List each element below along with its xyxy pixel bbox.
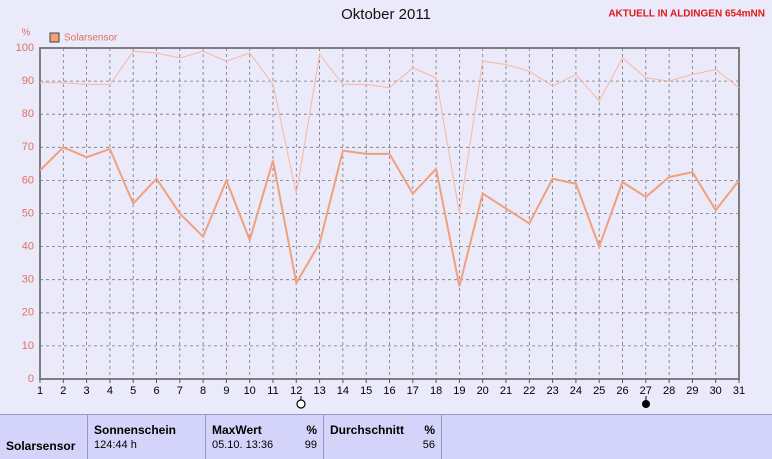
table-cell: Solarsensor — [0, 415, 88, 459]
x-tick-label: 7 — [177, 385, 183, 397]
y-tick-label: 40 — [22, 241, 34, 253]
x-tick-label: 4 — [107, 385, 113, 397]
x-tick-label: 26 — [616, 385, 628, 397]
x-tick-label: 20 — [477, 385, 489, 397]
table-cell: Sonnenschein 124:44 h — [88, 415, 206, 459]
y-tick-label: 70 — [22, 141, 34, 153]
x-tick-label: 3 — [84, 385, 90, 397]
x-tick-label: 27 — [640, 385, 652, 397]
y-axis-label: % — [22, 28, 31, 39]
column-header: % — [424, 423, 435, 437]
x-tick-label: 29 — [686, 385, 698, 397]
x-tick-label: 14 — [337, 385, 349, 397]
x-tick-label: 23 — [546, 385, 558, 397]
x-tick-label: 21 — [500, 385, 512, 397]
y-tick-label: 10 — [22, 340, 34, 352]
table-value: 124:44 h — [94, 439, 137, 451]
chart-title: Oktober 2011 — [341, 6, 431, 23]
x-tick-label: 19 — [453, 385, 465, 397]
x-tick-label: 28 — [663, 385, 675, 397]
x-tick-label: 15 — [360, 385, 372, 397]
legend-swatch — [49, 32, 60, 43]
y-tick-label: 100 — [16, 42, 34, 54]
x-tick-label: 25 — [593, 385, 605, 397]
moon-new — [296, 399, 306, 409]
table-value: 99 — [304, 439, 317, 451]
x-tick-label: 10 — [244, 385, 256, 397]
x-tick-label: 1 — [37, 385, 43, 397]
table-cell: MaxWert % 05.10. 13:36 99 — [206, 415, 324, 459]
y-tick-label: 30 — [22, 274, 34, 286]
legend-label: Solarsensor — [64, 33, 118, 44]
y-tick-label: 50 — [22, 207, 34, 219]
row-label: Solarsensor — [6, 439, 76, 453]
x-tick-label: 5 — [130, 385, 136, 397]
moon-full — [642, 400, 650, 408]
summary-table: Solarsensor Sonnenschein 124:44 h MaxWer… — [0, 414, 772, 459]
column-header: Durchschnitt — [330, 423, 405, 437]
x-tick-label: 2 — [60, 385, 66, 397]
x-tick-label: 24 — [570, 385, 582, 397]
y-tick-label: 20 — [22, 307, 34, 319]
x-tick-label: 9 — [223, 385, 229, 397]
y-tick-label: 90 — [22, 75, 34, 87]
x-tick-label: 30 — [710, 385, 722, 397]
x-tick-label: 11 — [267, 385, 278, 397]
table-cell: Durchschnitt % 56 — [324, 415, 442, 459]
x-tick-label: 17 — [407, 385, 419, 397]
y-tick-label: 60 — [22, 174, 34, 186]
x-tick-label: 16 — [383, 385, 395, 397]
chart-subtitle: AKTUELL IN ALDINGEN 654mNN — [608, 9, 765, 20]
chart: Oktober 2011 AKTUELL IN ALDINGEN 654mNN … — [16, 6, 765, 409]
x-tick-label: 18 — [430, 385, 442, 397]
column-header: Sonnenschein — [94, 423, 177, 437]
x-tick-label: 31 — [733, 385, 745, 397]
y-tick-label: 0 — [28, 373, 34, 385]
column-header: MaxWert — [212, 423, 262, 437]
x-tick-label: 22 — [523, 385, 535, 397]
x-tick-label: 8 — [200, 385, 206, 397]
column-header: % — [306, 423, 317, 437]
series-line — [39, 146, 740, 287]
table-value: 05.10. 13:36 — [212, 439, 274, 451]
table-value: 56 — [422, 439, 435, 451]
x-tick-label: 13 — [313, 385, 325, 397]
y-tick-label: 80 — [22, 108, 34, 120]
x-tick-label: 6 — [153, 385, 159, 397]
series-line — [40, 50, 740, 214]
x-tick-label: 12 — [290, 385, 302, 397]
